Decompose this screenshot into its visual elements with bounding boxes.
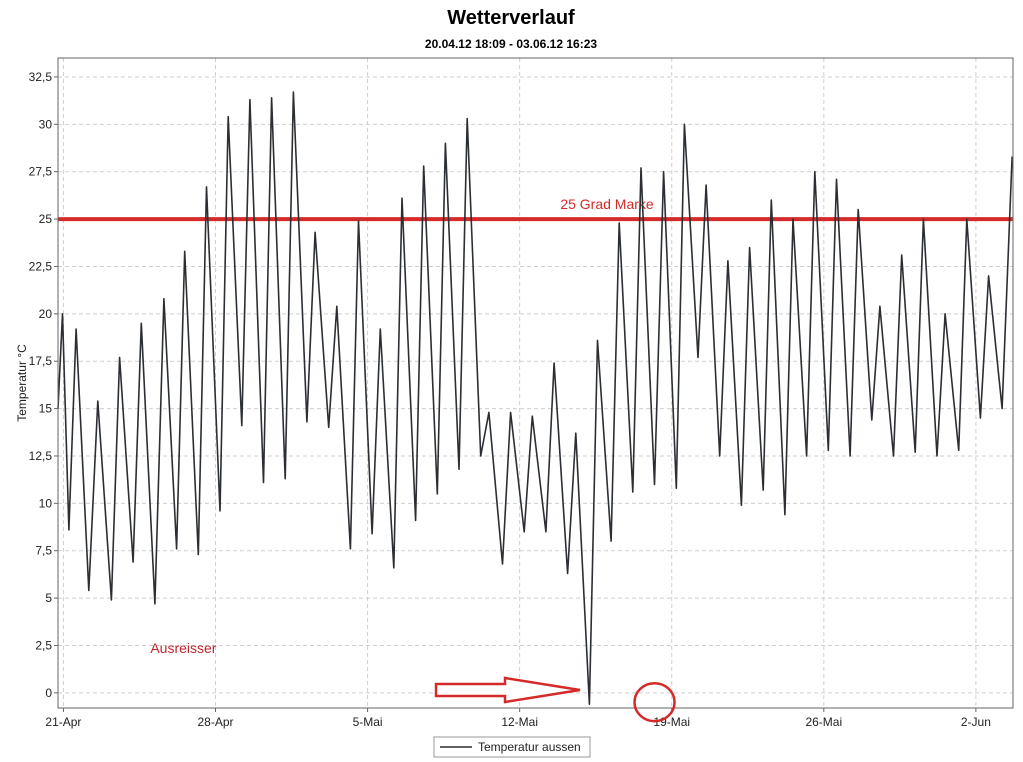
reference-line-layer: 25 Grad Marke [58, 196, 1013, 222]
axes [54, 57, 1014, 712]
reference-line-label: 25 Grad Marke [560, 196, 654, 212]
y-tick-label: 15 [39, 402, 53, 416]
plot-area-border [57, 57, 1014, 709]
chart-subtitle: 20.04.12 18:09 - 03.06.12 16:23 [425, 37, 597, 51]
y-tick-label: 25 [39, 212, 53, 226]
y-tick-label: 17,5 [29, 354, 53, 368]
x-tick-label: 28-Apr [197, 715, 233, 729]
y-tick-label: 30 [39, 117, 53, 131]
series-layer [57, 91, 1013, 706]
y-tick-label: 20 [39, 307, 53, 321]
x-tick-label: 5-Mai [353, 715, 383, 729]
x-tick-label: 21-Apr [45, 715, 81, 729]
annotation-ausreisser: Ausreisser [150, 640, 216, 656]
annotations: Ausreisser [150, 640, 676, 723]
y-tick-label: 27,5 [29, 165, 53, 179]
legend-box [433, 736, 591, 758]
outlier-circle [633, 681, 676, 723]
x-tick-label: 12-Mai [501, 715, 538, 729]
y-tick-label: 22,5 [29, 259, 53, 273]
legend: Temperatur aussen [433, 736, 591, 758]
series-line-temperatur-aussen [57, 91, 1013, 706]
tick-labels: 0 2,5 5 7,5 10 12,5 15 17,5 20 22,5 25 27,5 30 32,5 21… [29, 70, 991, 729]
y-tick-label: 32,5 [29, 70, 53, 84]
x-tick-label: 2-Jun [961, 715, 991, 729]
y-tick-label: 7,5 [35, 544, 52, 558]
y-tick-label: 0 [45, 686, 52, 700]
y-tick-label: 2,5 [35, 638, 52, 652]
legend-entry: Temperatur aussen [478, 740, 581, 754]
y-axis-label: Temperatur °C [15, 344, 29, 422]
y-tick-label: 10 [39, 496, 53, 510]
grid-lines [58, 58, 1013, 708]
outlier-arrow [434, 676, 581, 704]
x-tick-label: 26-Mai [805, 715, 842, 729]
y-tick-label: 5 [45, 591, 52, 605]
y-tick-label: 12,5 [29, 449, 53, 463]
chart-title: Wetterverlauf [447, 7, 575, 29]
